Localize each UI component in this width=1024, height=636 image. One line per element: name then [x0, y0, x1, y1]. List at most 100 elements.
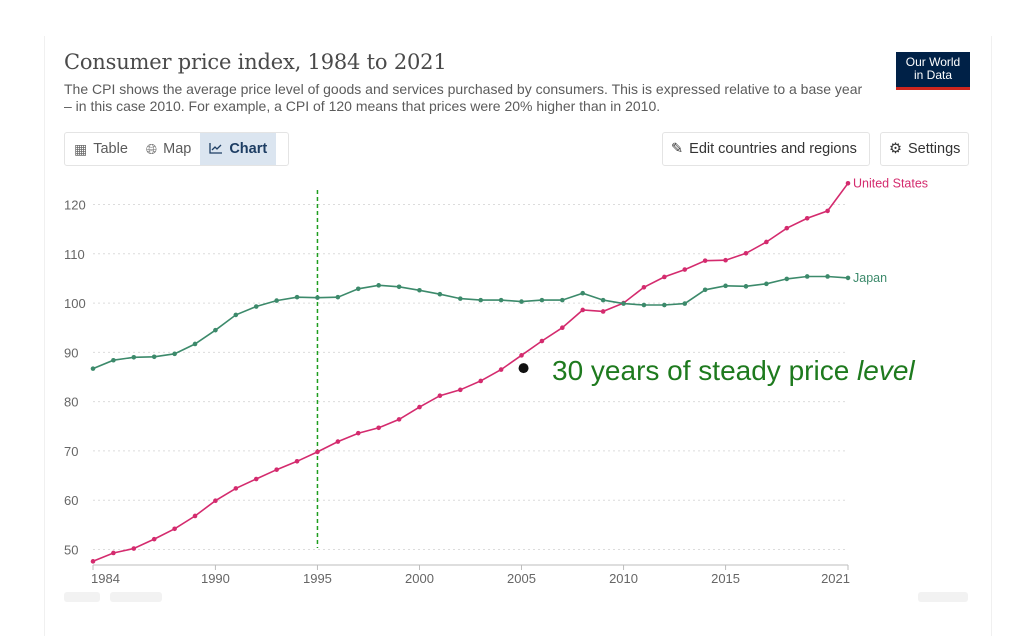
footer-tab-stub[interactable]: [64, 592, 100, 602]
y-tick-label: 60: [64, 493, 78, 508]
data-point-japan: [845, 275, 851, 281]
data-point-japan: [192, 341, 198, 347]
view-tabs: ▦ Table 🌐︎ Map Chart: [64, 132, 289, 166]
logo-line-2: in Data: [913, 68, 953, 82]
tab-table-label: Table: [93, 141, 128, 157]
annotation-text: 30 years of steady price level: [552, 355, 915, 386]
data-point-japan: [478, 297, 484, 303]
data-point-united-states: [498, 367, 504, 372]
data-point-united-states: [662, 274, 667, 280]
footer-button-stub[interactable]: [918, 592, 968, 602]
data-point-united-states: [743, 250, 749, 256]
data-point-united-states: [723, 257, 728, 263]
data-point-united-states: [804, 216, 810, 221]
data-point-united-states: [437, 393, 443, 399]
data-point-united-states: [519, 353, 524, 358]
data-point-japan: [294, 294, 300, 300]
y-tick-label: 100: [64, 296, 86, 311]
data-point-japan: [233, 312, 239, 318]
annotation-bullet: [518, 363, 529, 374]
data-point-japan: [825, 274, 830, 279]
y-tick-label: 90: [64, 345, 78, 360]
tab-table[interactable]: ▦ Table: [65, 133, 137, 165]
x-tick-label: 2010: [609, 571, 638, 586]
data-point-united-states: [600, 309, 606, 314]
data-point-japan: [315, 295, 320, 300]
data-point-united-states: [172, 526, 177, 532]
data-point-japan: [662, 302, 667, 308]
tab-chart-label: Chart: [229, 141, 268, 157]
data-point-japan: [560, 297, 565, 303]
data-point-japan: [600, 297, 606, 303]
data-point-united-states: [274, 467, 279, 472]
data-point-japan: [764, 281, 769, 287]
y-tick-label: 120: [64, 198, 86, 213]
series-line-united-states: [92, 182, 849, 563]
data-point-japan: [621, 301, 626, 306]
tab-map[interactable]: 🌐︎ Map: [137, 133, 200, 165]
data-point-united-states: [355, 430, 361, 436]
data-point-japan: [213, 327, 218, 333]
tab-map-label: Map: [163, 141, 192, 157]
owid-logo[interactable]: Our World in Data: [896, 52, 970, 90]
data-point-japan: [335, 294, 341, 300]
data-point-japan: [253, 304, 259, 309]
data-point-united-states: [90, 559, 96, 564]
chart-title: Consumer price index, 1984 to 2021: [64, 50, 447, 74]
edit-countries-button[interactable]: ✎ Edit countries and regions: [662, 132, 870, 166]
annotation-text-italic: level: [857, 355, 915, 386]
data-point-japan: [457, 296, 463, 301]
footer-tab-stub[interactable]: [110, 592, 162, 602]
edit-countries-label: Edit countries and regions: [689, 141, 857, 157]
data-point-united-states: [560, 325, 565, 331]
data-point-united-states: [111, 550, 116, 556]
data-point-japan: [641, 302, 647, 308]
y-tick-label: 80: [64, 395, 78, 410]
data-point-united-states: [702, 258, 708, 263]
data-point-japan: [172, 351, 177, 357]
data-point-united-states: [580, 307, 586, 313]
data-point-japan: [417, 287, 422, 293]
data-point-japan: [498, 297, 504, 303]
data-point-united-states: [682, 267, 688, 272]
tab-chart[interactable]: Chart: [200, 133, 277, 165]
settings-label: Settings: [908, 141, 961, 157]
data-point-united-states: [233, 486, 239, 491]
line-chart-icon: [209, 141, 223, 157]
data-point-japan: [804, 274, 810, 279]
data-point-japan: [580, 290, 586, 296]
series-label-united-states: United States: [853, 176, 928, 190]
data-point-united-states: [396, 417, 402, 422]
data-point-united-states: [376, 425, 381, 431]
data-point-united-states: [213, 498, 218, 504]
data-point-united-states: [764, 239, 769, 245]
globe-icon: 🌐︎: [145, 140, 158, 157]
data-point-japan: [723, 283, 728, 289]
data-point-japan: [682, 301, 688, 306]
data-point-united-states: [151, 536, 157, 542]
data-point-japan: [702, 287, 708, 293]
x-tick-label: 2021: [821, 571, 850, 586]
data-point-japan: [111, 357, 116, 363]
data-point-united-states: [192, 513, 198, 519]
data-point-japan: [151, 354, 157, 360]
x-tick-label: 1984: [91, 571, 120, 586]
data-point-japan: [437, 291, 443, 297]
data-point-japan: [743, 284, 749, 289]
data-point-united-states: [641, 285, 647, 290]
chart-subtitle: The CPI shows the average price level of…: [64, 81, 863, 114]
data-point-japan: [274, 298, 279, 303]
x-tick-label: 1990: [201, 571, 230, 586]
data-point-japan: [784, 276, 790, 282]
x-tick-label: 2000: [405, 571, 434, 586]
data-point-united-states: [253, 476, 259, 482]
logo-line-1: Our World: [905, 55, 961, 69]
data-point-united-states: [131, 546, 137, 551]
data-point-japan: [376, 283, 381, 288]
series-line-japan: [92, 275, 849, 370]
annotation-text-main: 30 years of steady price: [552, 355, 857, 386]
data-point-japan: [539, 297, 545, 303]
settings-button[interactable]: ⚙ Settings: [880, 132, 969, 166]
cpi-line-chart: 50 60 70 80 90 100 110 120 1984 1990 1995 2000 2005 2…: [64, 176, 928, 586]
x-tick-label: 2005: [507, 571, 536, 586]
